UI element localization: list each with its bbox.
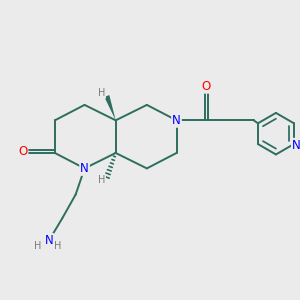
Text: H: H bbox=[98, 175, 105, 185]
Polygon shape bbox=[104, 95, 116, 120]
Text: O: O bbox=[202, 80, 211, 93]
Text: N: N bbox=[292, 139, 300, 152]
Text: H: H bbox=[54, 241, 61, 251]
Text: O: O bbox=[18, 145, 28, 158]
Text: H: H bbox=[34, 241, 41, 251]
Text: N: N bbox=[172, 114, 181, 127]
Text: H: H bbox=[98, 88, 105, 98]
Text: N: N bbox=[80, 162, 89, 175]
Text: N: N bbox=[45, 234, 53, 247]
